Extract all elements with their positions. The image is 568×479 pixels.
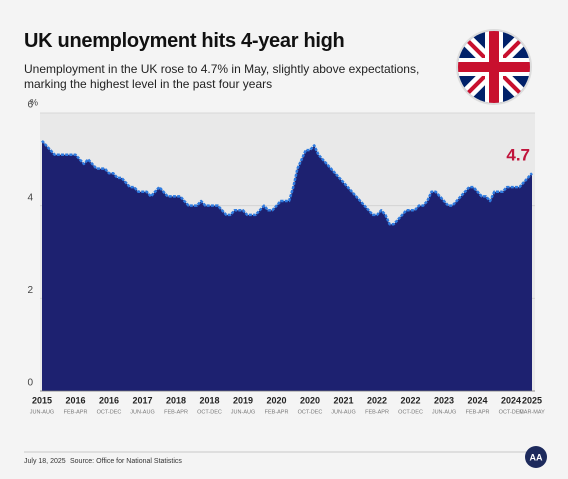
area [42,140,532,391]
y-tick-label: 6 [27,100,33,111]
value-label: 4.7 [506,146,530,165]
x-tick-period: OCT-DEC [298,409,323,415]
x-tick-period: JUN-AUG [130,409,154,415]
x-tick-year: 2020 [267,395,287,405]
x-tick-year: 2022 [401,395,421,405]
flag-icon [456,29,532,105]
chart-subtitle: Unemployment in the UK rose to 4.7% in M… [24,62,420,91]
x-tick-year: 2015 [32,395,52,405]
x-tick-period: MAR-MAY [519,409,545,415]
x-tick-year: 2017 [132,395,152,405]
x-tick-year: 2025 [522,395,542,405]
x-tick-period: FEB-APR [466,409,490,415]
x-tick-year: 2018 [200,395,220,405]
x-tick-year: 2023 [434,395,454,405]
svg-text:AA: AA [530,452,543,462]
x-tick-year: 2019 [233,395,253,405]
x-tick-period: JUN-AUG [231,409,255,415]
x-tick-period: FEB-APR [64,409,88,415]
y-axis-label: % [30,97,38,107]
y-tick-label: 4 [27,192,33,203]
x-tick-period: OCT-DEC [97,409,122,415]
x-tick-year: 2020 [300,395,320,405]
x-tick-year: 2024 [501,395,521,405]
x-tick-period: JUN-AUG [432,409,456,415]
x-tick-year: 2024 [468,395,488,405]
chart-title: UK unemployment hits 4-year high [24,30,345,52]
x-tick-period: OCT-DEC [197,409,222,415]
agency-logo: AA [525,446,547,468]
x-tick-period: OCT-DEC [398,409,423,415]
footer-source: Source: Office for National Statistics [70,458,182,465]
area-line [41,139,533,226]
x-tick-period: OCT-DEC [499,409,524,415]
x-tick-period: FEB-APR [164,409,188,415]
footer-date: July 18, 2025 [24,458,66,465]
x-tick-period: FEB-APR [265,409,289,415]
x-tick-year: 2016 [99,395,119,405]
x-tick-period: JUN-AUG [331,409,355,415]
x-tick-period: JUN-AUG [30,409,54,415]
x-tick-year: 2018 [166,395,186,405]
x-tick-year: 2022 [367,395,387,405]
x-tick-year: 2021 [334,395,354,405]
y-tick-label: 0 [27,378,33,389]
x-tick-year: 2016 [65,395,85,405]
y-tick-label: 2 [27,285,33,296]
x-tick-period: FEB-APR [365,409,389,415]
